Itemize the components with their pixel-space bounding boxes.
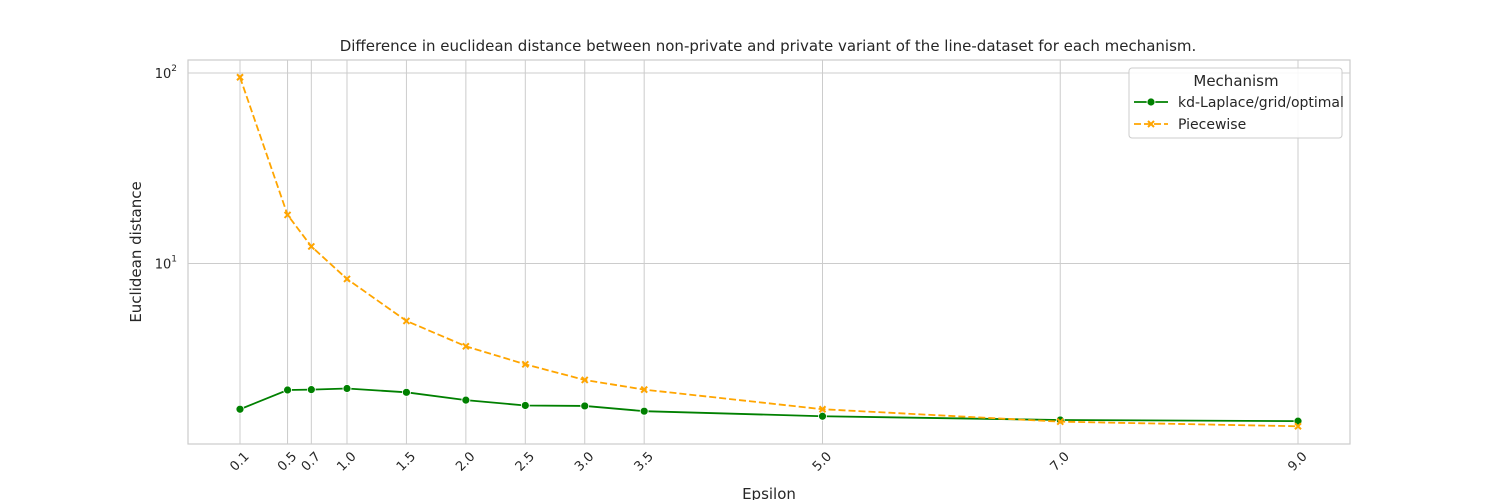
- x-tick-label: 7.0: [1048, 449, 1073, 474]
- series-layer: [235, 73, 1303, 430]
- series-line: [239, 387, 1299, 423]
- data-point: [1294, 422, 1302, 430]
- y-tick-labels: 101 102: [155, 64, 177, 273]
- y-tick-label: 102: [155, 64, 177, 82]
- data-point: [462, 342, 470, 350]
- series-0: [235, 384, 1303, 426]
- series-line: [239, 76, 1299, 428]
- x-tick-label: 3.0: [572, 449, 597, 474]
- x-tick-label: 0.7: [299, 449, 324, 474]
- x-tick-label: 9.0: [1285, 449, 1310, 474]
- legend-title: Mechanism: [1193, 72, 1278, 90]
- data-point: [307, 242, 316, 251]
- data-point: [818, 411, 827, 421]
- x-tick-label: 1.0: [334, 449, 359, 474]
- data-point: [236, 73, 244, 81]
- data-point: [306, 385, 316, 395]
- chart-title: Difference in euclidean distance between…: [340, 37, 1197, 55]
- y-axis-label: Euclidean distance: [127, 181, 145, 322]
- x-axis-label: Epsilon: [742, 485, 796, 500]
- data-point: [402, 387, 411, 397]
- x-tick-label: 2.0: [453, 449, 478, 474]
- legend-swatch-marker: [1146, 97, 1156, 107]
- data-point: [818, 405, 827, 413]
- plot-frame: [187, 59, 1351, 445]
- y-tick-label: 101: [155, 255, 177, 273]
- legend-swatch-marker: [1147, 120, 1155, 128]
- data-point: [402, 317, 411, 325]
- data-point: [520, 401, 530, 410]
- x-tick-label: 1.5: [394, 449, 419, 474]
- legend-box: [1128, 67, 1343, 139]
- data-point: [342, 384, 352, 393]
- data-point: [639, 406, 649, 416]
- data-point: [283, 385, 292, 395]
- series-1: [236, 73, 1302, 430]
- x-tick-label: 5.0: [810, 449, 835, 474]
- data-point: [343, 275, 351, 283]
- data-point: [1056, 417, 1064, 426]
- legend: Mechanism kd-Laplace/grid/optimal Piecewi…: [1128, 67, 1344, 139]
- data-point: [461, 395, 471, 405]
- x-tick-label: 2.5: [513, 449, 538, 474]
- x-tick-label: 3.5: [632, 449, 657, 474]
- data-point: [581, 376, 589, 384]
- data-point: [283, 211, 292, 219]
- legend-items: kd-Laplace/grid/optimal Piecewise: [1134, 95, 1344, 133]
- legend-item-label: kd-Laplace/grid/optimal: [1178, 95, 1344, 111]
- data-point: [640, 385, 648, 394]
- x-tick-label: 0.5: [275, 449, 300, 474]
- data-point: [235, 404, 245, 414]
- x-tick-labels: 0.1 0.50.7 1.0 1.5 2.0 2.5 3.0 3.5 5.0 7.0 9.0: [227, 449, 1310, 474]
- data-point: [580, 401, 590, 411]
- legend-item-label: Piecewise: [1178, 117, 1246, 133]
- data-point: [521, 360, 530, 369]
- x-tick-label: 0.1: [227, 449, 252, 474]
